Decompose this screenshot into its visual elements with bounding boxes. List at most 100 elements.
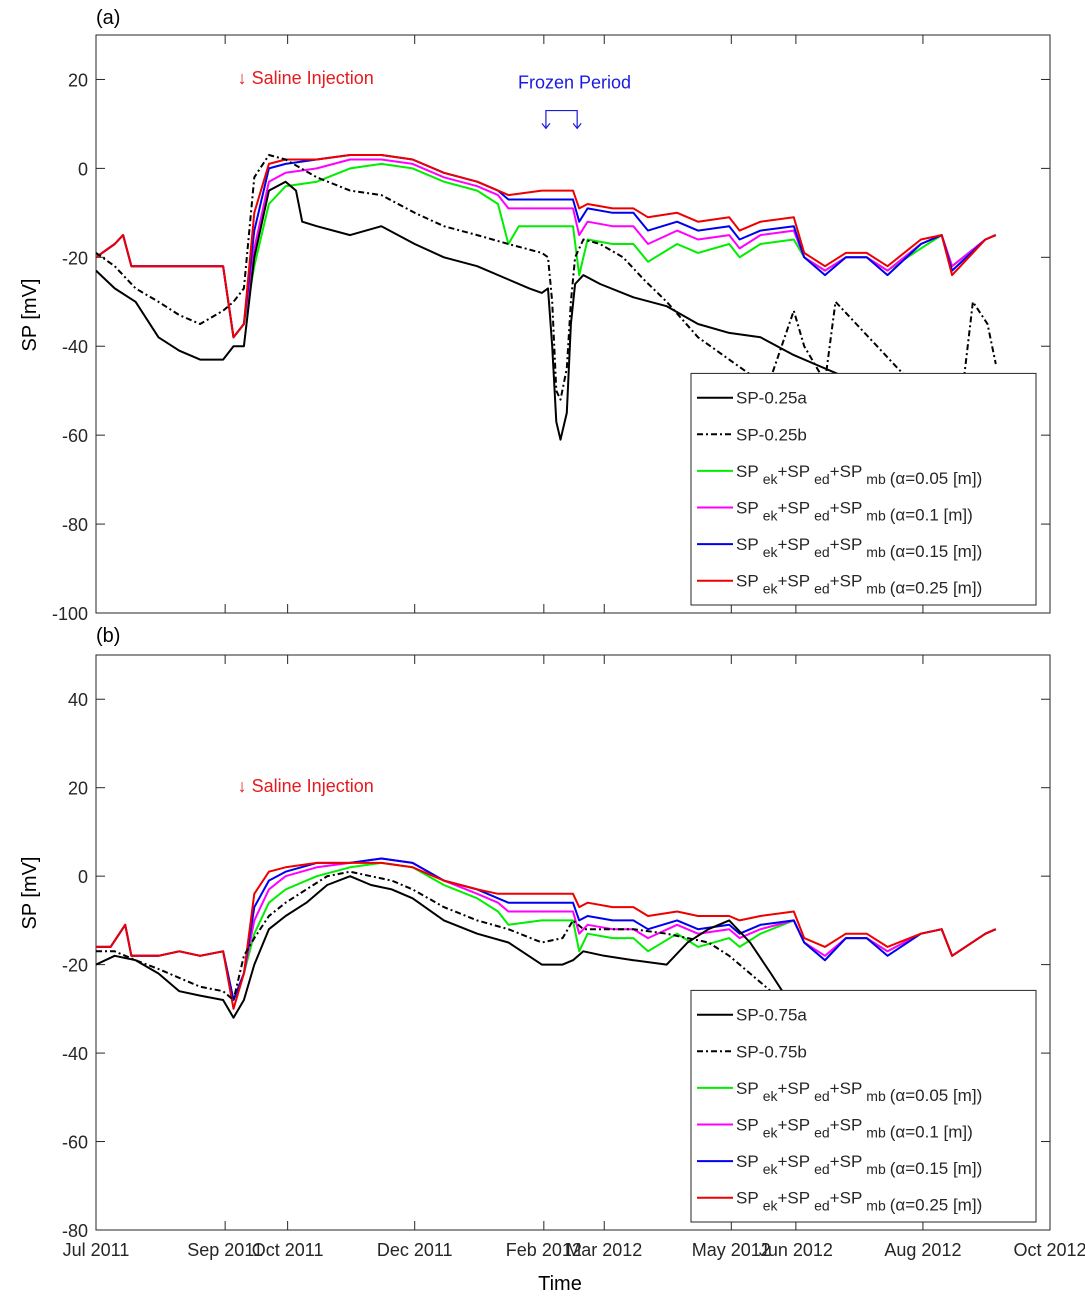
series-line-model-5 bbox=[96, 154, 997, 339]
series-line-measured-b bbox=[96, 870, 805, 1019]
y-tick-label: -80 bbox=[62, 515, 88, 535]
y-tick-label: 20 bbox=[68, 70, 88, 90]
y-tick-label: 40 bbox=[68, 690, 88, 710]
legend-entry-label: SP ek+SP ed+SP mb (α=0.15 [m]) bbox=[736, 1152, 982, 1178]
legend-label-part: ed bbox=[814, 1125, 830, 1141]
legend-label-part: ek bbox=[763, 508, 779, 524]
frozen-period-bracket bbox=[545, 109, 578, 129]
legend-label-part: ed bbox=[814, 544, 830, 560]
legend-label-part: mb bbox=[866, 544, 886, 560]
legend-label-part: SP bbox=[736, 1116, 759, 1135]
legend-entry-label: SP ek+SP ed+SP mb (α=0.1 [m]) bbox=[736, 499, 973, 525]
x-tick-label: Jul 2011 bbox=[63, 1240, 130, 1260]
y-tick-label: -80 bbox=[62, 1221, 88, 1241]
legend-label-part: +SP bbox=[830, 462, 863, 481]
legend-label-part: ek bbox=[763, 1125, 779, 1141]
legend-label-part: +SP bbox=[777, 1189, 810, 1208]
legend-alpha-label: (α=0.05 [m]) bbox=[890, 469, 983, 488]
x-tick-label: Sep 2011 bbox=[187, 1240, 263, 1260]
y-tick-label: -60 bbox=[62, 1133, 88, 1153]
y-tick-label: 0 bbox=[78, 159, 88, 179]
panel-label-b: (b) bbox=[96, 625, 120, 647]
y-axis-label-b: SP [mV] bbox=[19, 857, 41, 930]
legend-label-part: ed bbox=[814, 471, 830, 487]
legend-label-part: SP bbox=[736, 1189, 759, 1208]
legend-alpha-label: (α=0.15 [m]) bbox=[890, 542, 983, 561]
y-tick-label: -40 bbox=[62, 337, 88, 357]
legend-entry-label: SP-0.75b bbox=[736, 1042, 807, 1061]
frozen-period-arrowhead bbox=[541, 122, 551, 130]
legend-entry-label: SP-0.25b bbox=[736, 425, 807, 444]
legend-label-part: +SP bbox=[777, 535, 810, 554]
legend-label-part: +SP bbox=[830, 1189, 863, 1208]
legend-label-part: SP bbox=[736, 535, 759, 554]
legend-label-part: +SP bbox=[830, 572, 863, 591]
x-tick-label: Dec 2011 bbox=[377, 1240, 453, 1260]
legend-alpha-label: (α=0.1 [m]) bbox=[890, 506, 973, 525]
axes-frame-b bbox=[95, 654, 1051, 1231]
legend-label-part: mb bbox=[866, 581, 886, 597]
legend-label-part: mb bbox=[866, 1198, 886, 1214]
legend-alpha-label: (α=0.25 [m]) bbox=[890, 1196, 983, 1215]
legend-entry-label: SP ek+SP ed+SP mb (α=0.25 [m]) bbox=[736, 1189, 982, 1215]
panel-a: (a) SP [mV] 20 0 -20 -40 -60 -80 -100 ↓ Saline… bbox=[19, 7, 1051, 624]
y-tick-label: -100 bbox=[52, 604, 88, 624]
legend-alpha-label: (α=0.25 [m]) bbox=[890, 579, 983, 598]
legend-entry-label: SP ek+SP ed+SP mb (α=0.15 [m]) bbox=[736, 535, 982, 561]
legend-label-part: +SP bbox=[777, 1116, 810, 1135]
y-tick-label: -20 bbox=[62, 248, 88, 268]
legend-alpha-label: (α=0.15 [m]) bbox=[890, 1159, 983, 1178]
legend-entry-label: SP ek+SP ed+SP mb (α=0.05 [m]) bbox=[736, 1079, 982, 1105]
axes-frame-a bbox=[95, 34, 1051, 614]
legend-label-part: SP bbox=[736, 462, 759, 481]
x-tick-label: Feb 2012 bbox=[506, 1240, 582, 1260]
legend-label-part: mb bbox=[866, 471, 886, 487]
legend-box bbox=[690, 989, 1037, 1223]
saline-injection-annotation-b: ↓ Saline Injection bbox=[238, 776, 374, 796]
legend-entry-label: SP ek+SP ed+SP mb (α=0.25 [m]) bbox=[736, 572, 982, 598]
frozen-period-arrowhead bbox=[572, 122, 582, 130]
x-tick-label: May 2012 bbox=[692, 1240, 771, 1260]
legend-label-part: +SP bbox=[777, 572, 810, 591]
series-line-measured-a bbox=[96, 180, 899, 441]
y-tick-label: 20 bbox=[68, 779, 88, 799]
panel-label-a: (a) bbox=[96, 7, 120, 29]
series-line-model-5 bbox=[96, 861, 997, 1010]
legend-label-part: ek bbox=[763, 1198, 779, 1214]
y-tick-label: -40 bbox=[62, 1044, 88, 1064]
legend-label-part: SP bbox=[736, 1152, 759, 1171]
legend-label-part: +SP bbox=[777, 1079, 810, 1098]
legend-label-part: ek bbox=[763, 1161, 779, 1177]
y-tick-label: -60 bbox=[62, 426, 88, 446]
saline-injection-annotation-a: ↓ Saline Injection bbox=[238, 68, 374, 88]
y-tick-label: 0 bbox=[78, 867, 88, 887]
legend-label-part: +SP bbox=[830, 1152, 863, 1171]
legend-alpha-label: (α=0.1 [m]) bbox=[890, 1123, 973, 1142]
x-tick-label: Oct 2012 bbox=[1013, 1240, 1085, 1260]
legend-label-part: SP bbox=[736, 572, 759, 591]
legend-label-part: +SP bbox=[830, 535, 863, 554]
frozen-period-annotation: Frozen Period bbox=[518, 72, 631, 92]
legend-entry-label: SP-0.25a bbox=[736, 389, 807, 408]
legend-label-part: SP bbox=[736, 499, 759, 518]
legend-label-part: +SP bbox=[830, 1116, 863, 1135]
y-tick-label: -20 bbox=[62, 956, 88, 976]
y-axis-label-a: SP [mV] bbox=[19, 279, 41, 352]
legend-label-part: +SP bbox=[777, 1152, 810, 1171]
legend-entry-label: SP ek+SP ed+SP mb (α=0.05 [m]) bbox=[736, 462, 982, 488]
legend-label-part: ed bbox=[814, 1161, 830, 1177]
legend-label-part: ed bbox=[814, 508, 830, 524]
x-tick-label: Aug 2012 bbox=[884, 1240, 961, 1260]
legend-label-part: +SP bbox=[830, 499, 863, 518]
series-line-measured-a bbox=[96, 875, 816, 1032]
legend-label-part: ek bbox=[763, 1088, 779, 1104]
x-axis-label: Time bbox=[538, 1273, 582, 1295]
legend-label-part: ed bbox=[814, 1198, 830, 1214]
x-tick-label: Jun 2012 bbox=[759, 1240, 833, 1260]
legend-label-part: mb bbox=[866, 1161, 886, 1177]
